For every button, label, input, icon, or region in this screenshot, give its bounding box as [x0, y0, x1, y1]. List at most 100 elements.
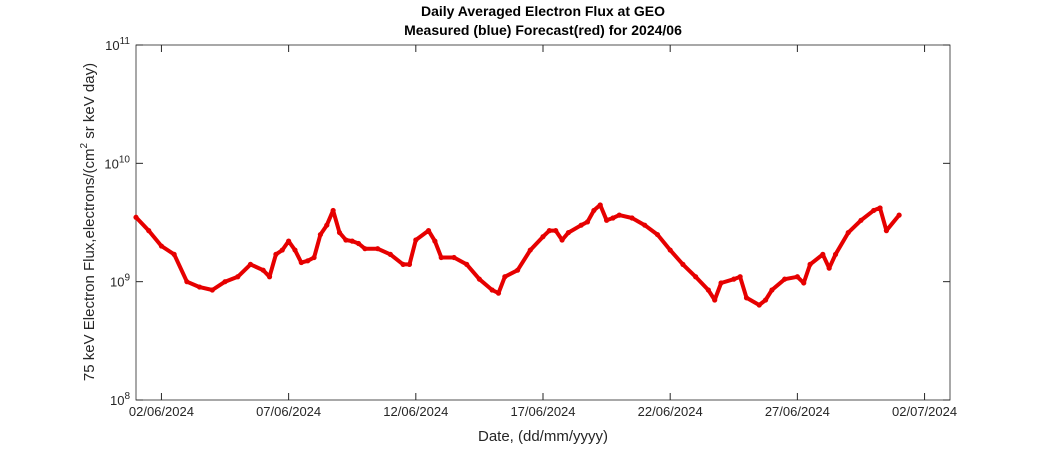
- data-point: [298, 259, 304, 266]
- data-point: [654, 231, 661, 238]
- data-point: [400, 261, 406, 267]
- data-point: [718, 280, 724, 286]
- data-point: [769, 287, 775, 293]
- data-point: [438, 254, 444, 261]
- x-tick-label: 12/06/2024: [383, 404, 448, 419]
- data-point: [311, 254, 317, 261]
- data-point: [743, 295, 750, 301]
- data-point: [629, 215, 635, 221]
- data-point: [413, 237, 419, 243]
- data-point: [146, 228, 152, 234]
- data-point: [527, 247, 533, 253]
- x-tick-label: 07/06/2024: [256, 404, 321, 419]
- data-point: [406, 261, 413, 267]
- data-point: [565, 229, 572, 236]
- x-tick-label: 02/06/2024: [129, 404, 194, 419]
- data-point: [247, 261, 254, 267]
- data-point: [578, 222, 584, 228]
- y-axis-label: 75 keV Electron Flux,electrons/(cm2 sr k…: [79, 63, 98, 381]
- data-point: [273, 251, 279, 257]
- data-point: [807, 261, 813, 267]
- data-point: [603, 217, 610, 223]
- data-point: [279, 247, 285, 253]
- data-point: [260, 267, 266, 273]
- data-point: [286, 238, 292, 244]
- data-point: [597, 202, 603, 208]
- data-point: [355, 240, 362, 247]
- data-point: [184, 279, 190, 285]
- y-tick-label: 1011: [105, 36, 130, 54]
- data-point: [375, 246, 381, 252]
- x-axis-label: Date, (dd/mm/yyyy): [478, 428, 608, 445]
- data-point: [546, 228, 552, 234]
- data-point: [877, 205, 883, 211]
- y-tick-label: 108: [110, 391, 130, 409]
- data-point: [826, 265, 832, 271]
- data-point: [832, 251, 839, 257]
- data-point: [871, 207, 877, 214]
- plot-frame: [135, 44, 951, 401]
- data-point: [553, 228, 559, 234]
- data-point: [693, 274, 699, 280]
- x-tick-label: 02/07/2024: [892, 404, 957, 419]
- data-point: [737, 274, 743, 280]
- data-point: [584, 219, 591, 225]
- data-point: [883, 228, 890, 234]
- data-point: [235, 274, 241, 280]
- data-point: [451, 254, 457, 261]
- data-point: [616, 212, 622, 218]
- series-line: [134, 202, 901, 307]
- data-point: [705, 287, 711, 293]
- data-point: [362, 246, 368, 252]
- data-point: [712, 297, 718, 303]
- data-point: [801, 280, 807, 286]
- x-tick-label: 22/06/2024: [638, 404, 703, 419]
- data-point: [845, 229, 851, 236]
- data-point: [317, 231, 324, 238]
- data-point: [292, 247, 298, 253]
- data-point: [502, 274, 508, 280]
- data-point: [349, 238, 355, 244]
- data-point: [171, 251, 177, 257]
- data-point: [514, 267, 521, 273]
- data-point: [858, 217, 864, 223]
- data-point: [196, 284, 203, 290]
- y-tick-label: 1010: [104, 154, 130, 172]
- data-point: [425, 228, 432, 234]
- chart-subtitle: Measured (blue) Forecast(red) for 2024/0…: [404, 22, 682, 38]
- x-tick-label: 17/06/2024: [510, 404, 575, 419]
- data-point: [489, 287, 495, 293]
- data-point: [387, 251, 393, 257]
- data-point: [762, 297, 769, 303]
- chart-title: Daily Averaged Electron Flux at GEO: [421, 3, 665, 19]
- data-point: [680, 261, 686, 267]
- data-point: [222, 279, 228, 285]
- data-point: [667, 247, 673, 253]
- data-point: [133, 214, 139, 220]
- data-point: [591, 207, 597, 214]
- data-point: [209, 287, 215, 293]
- data-point: [330, 207, 336, 214]
- data-point: [782, 276, 788, 282]
- data-point: [756, 302, 762, 308]
- data-point: [343, 237, 349, 243]
- data-point: [266, 274, 273, 280]
- data-point: [305, 258, 311, 264]
- data-point: [731, 276, 737, 282]
- data-point: [540, 234, 546, 240]
- data-point: [476, 276, 483, 282]
- data-point: [432, 238, 438, 244]
- data-point: [158, 243, 165, 249]
- y-tick-label: 109: [110, 272, 130, 290]
- x-tick-label: 27/06/2024: [765, 404, 830, 419]
- data-point: [896, 212, 902, 218]
- data-point: [559, 237, 565, 243]
- data-point: [495, 290, 502, 296]
- data-point: [464, 261, 470, 267]
- data-point: [794, 274, 800, 280]
- data-point: [324, 222, 330, 228]
- data-point: [642, 222, 648, 228]
- data-point: [820, 251, 826, 257]
- data-point: [610, 215, 616, 221]
